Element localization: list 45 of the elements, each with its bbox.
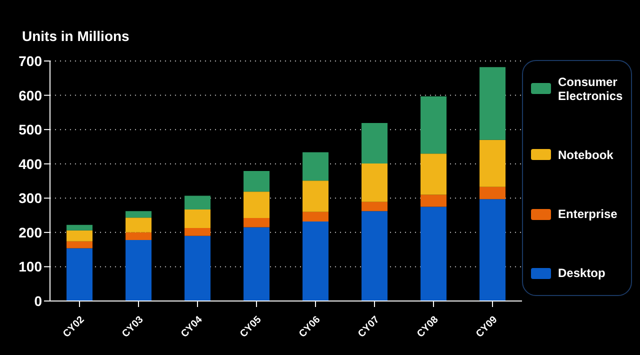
y-tick-label: 200: [18, 224, 42, 240]
bar: [244, 192, 270, 218]
bar: [480, 199, 506, 301]
bar: [480, 140, 506, 187]
bar: [420, 154, 447, 195]
bar: [420, 206, 447, 301]
bar: [126, 218, 152, 232]
bar: [66, 224, 93, 230]
bar: [302, 221, 329, 301]
legend-label: Desktop: [558, 266, 606, 280]
bar: [184, 228, 211, 236]
y-tick-label: 0: [34, 292, 42, 309]
bar: [244, 171, 270, 192]
y-tick-label: 700: [18, 52, 42, 69]
bar: [420, 194, 447, 207]
bar: [184, 196, 211, 210]
bar: [480, 186, 506, 200]
bar: [66, 248, 93, 301]
bar: [126, 232, 152, 240]
bar: [302, 152, 329, 181]
bar: [302, 212, 329, 222]
legend-label: Enterprise: [558, 207, 618, 222]
bar: [244, 227, 270, 301]
bar: [244, 218, 270, 228]
bar: [126, 211, 152, 218]
y-tick-label: 300: [18, 190, 42, 206]
chart-title: Units in Millions: [22, 28, 130, 44]
bar: [302, 180, 329, 212]
y-tick-label: 500: [18, 122, 42, 138]
bar: [184, 209, 211, 228]
y-tick-label: 100: [18, 258, 42, 275]
bar: [184, 236, 211, 301]
y-tick-label: 600: [18, 87, 42, 104]
bar: [362, 211, 388, 301]
bar: [126, 240, 152, 301]
bar: [362, 123, 388, 164]
bar: [362, 202, 388, 212]
legend-label: Notebook: [558, 148, 614, 162]
legend-label: Consumer Electronics: [558, 74, 623, 102]
y-tick-label: 400: [18, 156, 42, 172]
bar: [480, 67, 506, 140]
bar: [420, 96, 447, 154]
bar: [66, 241, 93, 248]
bar: [66, 230, 93, 242]
bar: [362, 164, 388, 202]
